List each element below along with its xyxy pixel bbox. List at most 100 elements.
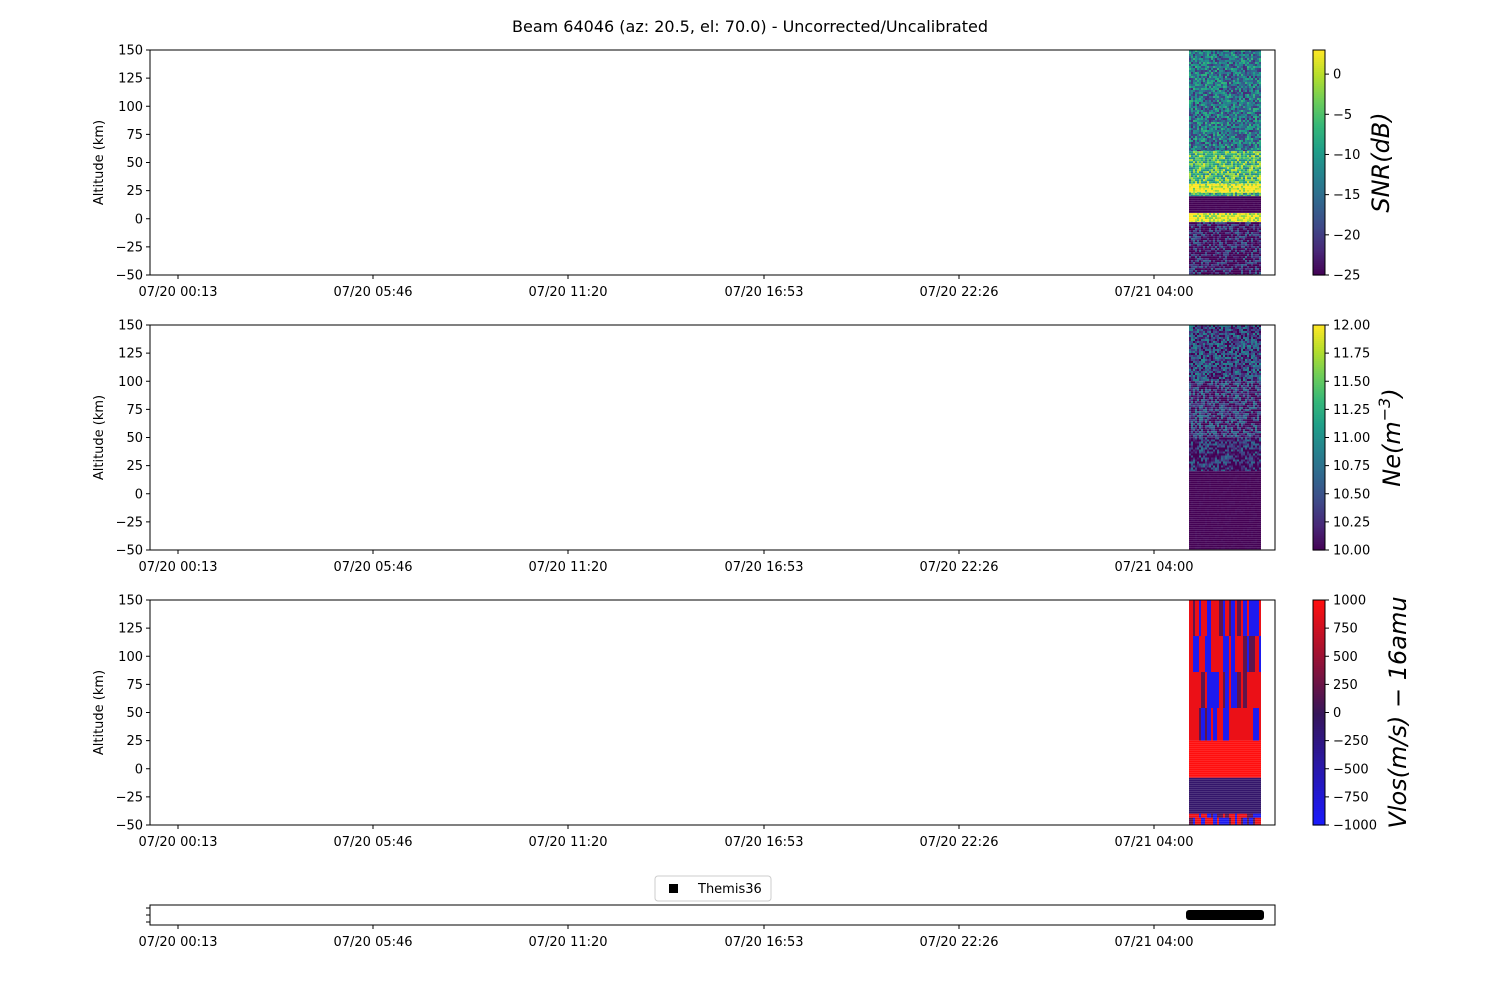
heatmap-cell	[1257, 194, 1259, 197]
heatmap-cell	[1193, 215, 1195, 218]
heatmap-cell	[1195, 206, 1197, 209]
heatmap-cell	[1189, 94, 1191, 96]
heatmap-cell	[1233, 74, 1235, 76]
heatmap-cell	[1237, 155, 1239, 158]
heatmap-cell	[1211, 150, 1213, 152]
heatmap-cell	[1197, 200, 1199, 203]
heatmap-cell	[1257, 226, 1259, 229]
heatmap-cell	[1201, 268, 1203, 271]
heatmap-cell	[1195, 155, 1197, 158]
heatmap-cell	[1209, 165, 1211, 168]
heatmap-cell	[1227, 104, 1229, 106]
heatmap-cell	[1195, 92, 1197, 94]
heatmap-cell	[1191, 88, 1193, 90]
heatmap-cell	[1213, 222, 1215, 225]
heatmap-cell	[1207, 222, 1209, 225]
heatmap-cell	[1259, 345, 1261, 347]
heatmap-cell	[1253, 112, 1255, 114]
heatmap-cell	[1229, 349, 1231, 351]
heatmap-cell	[1237, 246, 1239, 249]
heatmap-cell	[1209, 90, 1211, 92]
heatmap-cell	[1239, 339, 1241, 341]
heatmap-cell	[1235, 355, 1237, 357]
heatmap-cell	[1241, 221, 1243, 223]
heatmap-cell	[1245, 192, 1247, 195]
colorbar-swatch	[1313, 110, 1325, 113]
heatmap-cell	[1191, 96, 1193, 98]
heatmap-cell	[1215, 68, 1217, 70]
heatmap-cell	[1199, 52, 1201, 54]
heatmap-cell	[1247, 236, 1249, 239]
heatmap-cell	[1221, 177, 1223, 180]
heatmap-cell	[1257, 246, 1259, 249]
heatmap-cell	[1195, 194, 1197, 197]
heatmap-cell	[1197, 90, 1199, 92]
heatmap-cell	[1229, 200, 1231, 203]
heatmap-cell	[1209, 140, 1211, 142]
heatmap-cell	[1249, 126, 1251, 128]
heatmap-cell	[1225, 132, 1227, 134]
heatmap-cell	[1225, 128, 1227, 130]
heatmap-cell	[1221, 124, 1223, 126]
heatmap-cell	[1257, 66, 1259, 68]
heatmap-cell	[1207, 221, 1209, 223]
heatmap-cell	[1241, 116, 1243, 118]
heatmap-cell	[1241, 333, 1243, 335]
heatmap-cell	[1197, 112, 1199, 114]
heatmap-cell	[1201, 90, 1203, 92]
heatmap-cell	[1211, 126, 1213, 128]
heatmap-cell	[1255, 353, 1257, 355]
heatmap-cell	[1213, 226, 1215, 229]
heatmap-cell	[1239, 118, 1241, 120]
heatmap-cell	[1199, 264, 1201, 267]
colorbar-swatch	[1313, 202, 1325, 206]
heatmap-cell	[1215, 353, 1217, 355]
heatmap-cell	[1249, 254, 1251, 257]
heatmap-cell	[1235, 94, 1237, 96]
heatmap-cell	[1231, 268, 1233, 271]
heatmap-cell	[1207, 200, 1209, 203]
heatmap-cell	[1245, 353, 1247, 355]
heatmap-cell	[1225, 52, 1227, 54]
heatmap-cell	[1201, 80, 1203, 82]
heatmap-cell	[1251, 136, 1253, 138]
heatmap-cell	[1227, 114, 1229, 116]
colorbar-swatch	[1313, 126, 1325, 129]
heatmap-cell	[1233, 337, 1235, 339]
heatmap-cell	[1253, 134, 1255, 136]
heatmap-cell	[1243, 114, 1245, 116]
heatmap-cell	[1215, 165, 1217, 168]
heatmap-cell	[1237, 72, 1239, 74]
heatmap-cell	[1243, 202, 1245, 205]
heatmap-cell	[1217, 355, 1219, 357]
heatmap-cell	[1245, 58, 1247, 60]
heatmap-cell	[1255, 134, 1257, 136]
heatmap-cell	[1215, 270, 1217, 273]
heatmap-cell	[1215, 212, 1217, 214]
heatmap-cell	[1231, 238, 1233, 241]
heatmap-cell	[1197, 62, 1199, 64]
heatmap-cell	[1217, 191, 1219, 193]
heatmap-cell	[1211, 331, 1213, 333]
heatmap-cell	[1253, 208, 1255, 211]
heatmap-cell	[1235, 254, 1237, 257]
heatmap-cell	[1245, 204, 1247, 207]
heatmap-cell	[1211, 329, 1213, 331]
heatmap-cell	[1255, 116, 1257, 118]
heatmap-cell	[1195, 96, 1197, 98]
heatmap-cell	[1253, 50, 1255, 52]
heatmap-cell	[1239, 52, 1241, 54]
heatmap-cell	[1241, 56, 1243, 58]
heatmap-cell	[1213, 56, 1215, 58]
heatmap-cell	[1229, 185, 1231, 188]
heatmap-cell	[1191, 335, 1193, 337]
heatmap-cell	[1259, 64, 1261, 66]
heatmap-cell	[1199, 157, 1201, 160]
heatmap-cell	[1245, 136, 1247, 138]
heatmap-cell	[1223, 262, 1225, 265]
heatmap-cell	[1211, 222, 1213, 225]
heatmap-cell	[1227, 222, 1229, 225]
heatmap-cell	[1195, 204, 1197, 207]
heatmap-cell	[1197, 248, 1199, 251]
heatmap-cell	[1225, 191, 1227, 193]
